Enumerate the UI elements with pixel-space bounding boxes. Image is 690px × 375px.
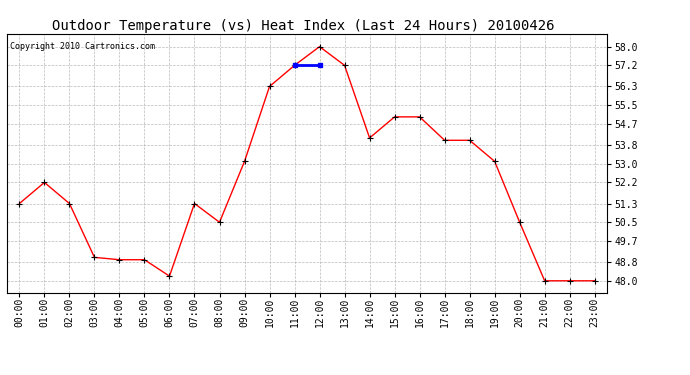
Text: Copyright 2010 Cartronics.com: Copyright 2010 Cartronics.com [10, 42, 155, 51]
Text: Outdoor Temperature (vs) Heat Index (Last 24 Hours) 20100426: Outdoor Temperature (vs) Heat Index (Las… [52, 19, 555, 33]
